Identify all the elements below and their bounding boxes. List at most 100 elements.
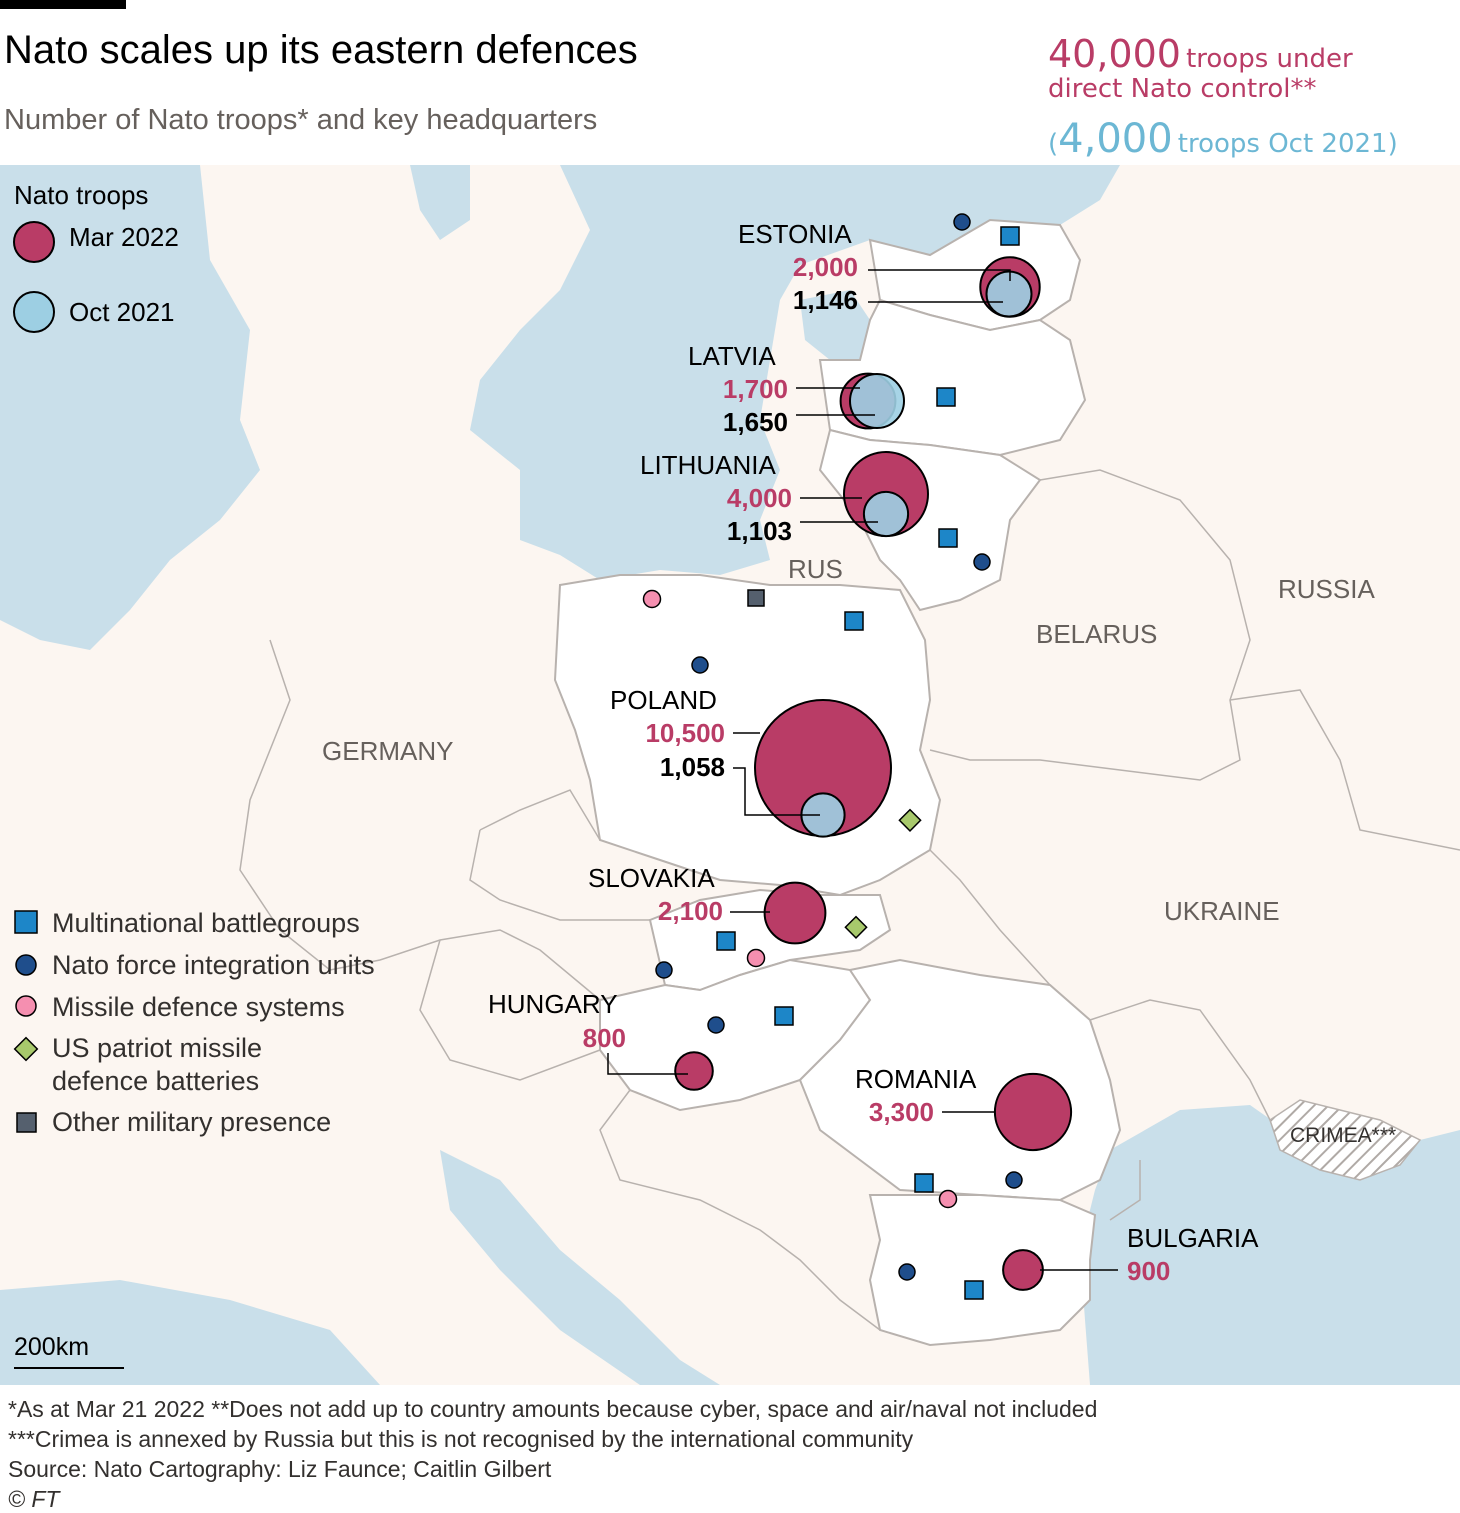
hq-markers [642,213,1023,1300]
legend-nfiu-icon [15,954,37,976]
total-mar: 40,000 troops under [1048,32,1353,76]
nfiu-marker [973,553,991,571]
label-ukraine: UKRAINE [1164,896,1280,926]
battlegroup-marker [914,1173,934,1193]
other-presence-marker [747,589,765,607]
footnote-1: *As at Mar 21 2022 **Does not add up to … [8,1396,1098,1422]
page-subtitle: Number of Nato troops* and key headquart… [4,104,598,136]
total-mar-value: 40,000 [1048,32,1181,76]
total-oct-open: ( [1048,129,1059,159]
battlegroup-marker [844,611,864,631]
lithuania-mar-value: 4,000 [727,483,792,513]
hungary-name: HUNGARY [488,989,618,1019]
total-mar-text: troops under [1186,44,1353,74]
patriot-marker [898,808,922,832]
nfiu-marker [691,656,709,674]
bulgaria-mar-value: 900 [1127,1256,1170,1286]
total-mar-text2: direct Nato control** [1048,74,1317,104]
lithuania-oct-value: 1,103 [727,516,792,546]
seas [0,165,1460,1385]
legend-oct-swatch [13,291,55,333]
missile-defence-marker [746,948,766,968]
lithuania-name: LITHUANIA [640,450,776,480]
source-line: Source: Nato Cartography: Liz Faunce; Ca… [8,1456,552,1482]
total-oct: (4,000 troops Oct 2021) [1048,116,1398,162]
north-sea [0,165,260,650]
estonia-name: ESTONIA [738,219,852,249]
legend-other-icon [16,1112,37,1133]
battlegroup-marker [1000,226,1020,246]
leader-lines [607,269,1118,1271]
slovakia-mar-value: 2,100 [658,896,723,926]
legend-title: Nato troops [14,180,148,210]
romania-mar-bubble [993,1072,1073,1152]
legend-battlegroup-label: Multinational battlegroups [52,908,360,938]
latvia-oct-bubble [849,373,905,429]
footnote-2: ***Crimea is annexed by Russia but this … [8,1426,914,1452]
nfiu-marker [898,1263,916,1281]
bay-of-bothnia [410,165,470,240]
legend-oct-label: Oct 2021 [69,297,175,327]
legend-battlegroup-icon [14,910,38,934]
nfiu-marker [1005,1171,1023,1189]
legend-patriot-label-1: US patriot missile [52,1033,262,1063]
legend-mar-swatch [13,221,55,263]
label-russia: RUSSIA [1278,574,1375,604]
poland-oct-value: 1,058 [660,752,725,782]
battlegroup-marker [774,1006,794,1026]
estonia-oct-bubble [985,270,1033,318]
page-title: Nato scales up its eastern defences [4,28,638,72]
poland-mar-value: 10,500 [645,718,725,748]
missile-defence-marker [938,1189,958,1209]
legend-other-label: Other military presence [52,1107,331,1137]
latvia-mar-value: 1,700 [723,374,788,404]
latvia-oct-value: 1,650 [723,407,788,437]
slovakia-name: SLOVAKIA [588,863,715,893]
hungary-mar-value: 800 [583,1023,626,1053]
label-belarus: BELARUS [1036,619,1157,649]
borders [239,469,1460,1331]
map: RUS RUSSIA BELARUS GERMANY UKRAINE CRIME… [0,165,1460,1385]
battlegroup-marker [938,528,958,548]
copyright: © FT [8,1486,60,1512]
lithuania-oct-bubble [862,490,910,538]
legend-patriot-icon [13,1036,39,1062]
tyrrhenian-sea [0,1280,380,1385]
nfiu-marker [953,213,971,231]
latvia-name: LATVIA [688,341,776,371]
bulgaria-name: BULGARIA [1127,1223,1259,1253]
label-germany: GERMANY [322,736,453,766]
legend-missile-icon [15,995,37,1017]
battlegroup-marker [964,1280,984,1300]
adriatic-sea [440,1150,720,1385]
header-bar [0,0,126,9]
estonia-oct-value: 1,146 [793,285,858,315]
legend-missile-label: Missile defence systems [52,992,345,1022]
romania-name: ROMANIA [855,1064,977,1094]
label-crimea: CRIMEA*** [1290,1124,1396,1147]
baltic-sea [470,165,1120,580]
troop-bubbles [674,256,1073,1291]
legend-patriot-label-2: defence batteries [52,1066,259,1096]
nfiu-marker [655,961,673,979]
total-oct-value: 4,000 [1058,116,1173,162]
bulgaria-shape [868,1194,1097,1347]
total-oct-text: troops Oct 2021) [1177,129,1398,159]
gulf-of-riga [800,290,870,360]
nfiu-marker [707,1016,725,1034]
slovakia-mar-bubble [763,881,827,945]
battlegroup-marker [936,387,956,407]
estonia-mar-value: 2,000 [793,252,858,282]
patriot-marker [844,915,868,939]
scale-label: 200km [14,1333,89,1361]
legend-mar-label: Mar 2022 [69,222,179,252]
label-rus: RUS [788,554,843,584]
missile-defence-marker [642,589,662,609]
romania-mar-value: 3,300 [869,1097,934,1127]
battlegroup-marker [716,931,736,951]
hungary-mar-bubble [674,1051,714,1091]
crimea-shape [1269,1099,1422,1181]
legend-nfiu-label: Nato force integration units [52,950,375,980]
bulgaria-mar-bubble [1002,1249,1044,1291]
poland-name: POLAND [610,685,717,715]
